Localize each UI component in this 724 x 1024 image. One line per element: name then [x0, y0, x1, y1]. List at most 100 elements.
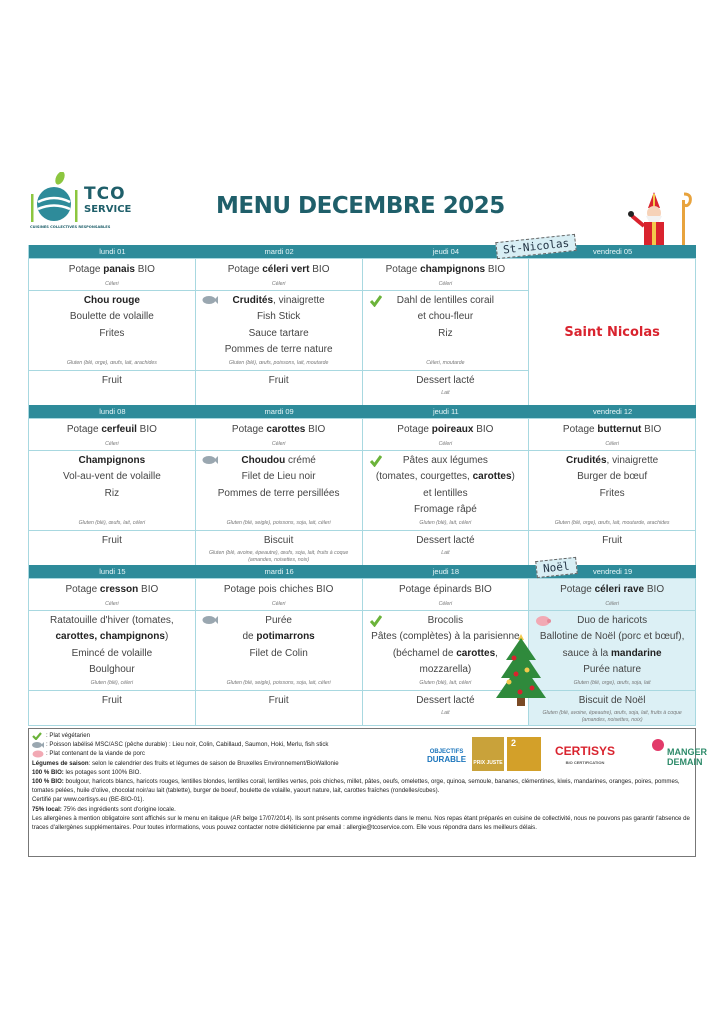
dish-line: Purée nature [529, 662, 695, 678]
dish-line: Fish Stick [196, 309, 362, 325]
dish-line: Pâtes aux légumes [363, 453, 529, 469]
dish-lines: Choudou crémé Filet de Lieu noir Pommes de… [196, 453, 362, 502]
dish-line: Choudou crémé [196, 453, 362, 469]
text-segment: champignons [420, 264, 486, 275]
soup-cell: Potage champignons BIO Céleri [362, 258, 530, 290]
text-segment: Pâtes aux légumes [402, 455, 488, 466]
text-segment: Potage [66, 424, 102, 435]
day-header: mardi 16 [195, 565, 363, 578]
fish-icon [202, 615, 218, 625]
soup-name: Potage carottes BIO [196, 424, 362, 435]
dish-line: Frites [29, 326, 195, 342]
main-dish-cell: Choudou crémé Filet de Lieu noir Pommes de… [195, 450, 363, 530]
text-segment: céleri rave [594, 584, 645, 595]
main-dish-cell: Ratatouille d'hiver (tomates, carottes, c… [29, 610, 196, 690]
text-segment: ) [164, 631, 169, 643]
main-allergens: Gluten (blé, seigle), poissons, soja, la… [226, 520, 331, 526]
dessert-name: Biscuit [263, 535, 294, 546]
main-dish-cell: Duo de haricots Ballotine de Noël (porc e… [529, 610, 696, 690]
soup-allergens: Céleri [105, 281, 119, 287]
text-segment: cerfeuil [101, 424, 137, 435]
day-header: mardi 02 [195, 245, 363, 258]
dessert-allergens: Lait [441, 390, 450, 396]
text-segment: , vinaigrette [606, 455, 659, 466]
text-segment: cresson [99, 584, 139, 595]
day-header: vendredi 12 [529, 405, 696, 418]
text-segment: Crudités [232, 295, 274, 306]
logo-bowl-icon [31, 171, 78, 222]
soup-cell: Potage poireaux BIO Céleri [362, 418, 530, 450]
text-segment: Emincé de volaille [71, 647, 153, 659]
soup-name: Potage poireaux BIO [363, 424, 529, 435]
vegetarian-icon [369, 615, 383, 628]
vegetarian-icon [369, 295, 383, 308]
dish-line: Chou rouge [29, 293, 195, 309]
dish-line: Crudités, vinaigrette [529, 453, 695, 469]
text-segment: Potage [560, 584, 595, 595]
manger-demain-logo: MANGER DEMAIN [667, 747, 707, 767]
dish-line: de potimarrons [196, 629, 362, 645]
soup-allergens: Céleri [271, 601, 286, 607]
dessert-name: Dessert lacté [416, 695, 475, 706]
soup-cell: Potage carottes BIO Céleri [195, 418, 363, 450]
dish-line: Purée [196, 613, 362, 629]
soup-allergens: Céleri [438, 441, 453, 447]
dessert-cell: Fruit [29, 370, 196, 405]
text-segment: Burger de bœuf [577, 471, 648, 483]
footer-notes: : Plat végétarien : Poisson labélisé MSC… [28, 728, 707, 857]
main-dish-cell: Pâtes aux légumes (tomates, courgettes, c… [362, 450, 530, 530]
dish-lines: Crudités, vinaigrette Burger de bœuf Frite… [529, 453, 695, 502]
dessert-cell: Biscuit Gluten (blé, avoine, épeautre), œ… [195, 530, 363, 565]
text-segment: mandarine [611, 647, 662, 659]
dessert-name: Fruit [602, 535, 623, 546]
text-segment: Potage [227, 264, 263, 275]
text-segment: Potage [68, 264, 104, 275]
dessert-allergens: Lait [441, 710, 450, 716]
week-2: lundi 08 mardi 09 jeudi 11 vendredi 12 Potag… [28, 405, 696, 566]
soup-cell: Potage épinards BIO Céleri [362, 578, 530, 610]
soup-name: Potage céleri rave BIO [529, 584, 695, 595]
soup-allergens: Céleri [605, 601, 619, 607]
day-header: lundi 01 [29, 245, 196, 258]
soup-cell: Potage panais BIO Céleri [29, 258, 196, 290]
soup-name: Potage champignons BIO [363, 264, 529, 275]
text-segment: BIO [644, 584, 665, 595]
dessert-name: Fruit [101, 535, 122, 546]
soup-allergens: Céleri [438, 601, 453, 607]
soup-name: Potage butternut BIO [529, 424, 695, 435]
main-dish-cell: Brocolis Pâtes (complètes) à la parisienn… [362, 610, 530, 690]
text-segment: Fish Stick [256, 311, 301, 323]
dish-lines: Brocolis Pâtes (complètes) à la parisienn… [363, 613, 529, 678]
special-day-cell: Saint Nicolas [529, 258, 696, 405]
text-segment: Pâtes (complètes) à la parisienne [371, 631, 520, 643]
main-allergens: Céleri, moutarde [426, 360, 465, 366]
text-segment: BIO [305, 424, 326, 435]
pig-icon [535, 615, 552, 626]
text-segment: carottes [456, 647, 496, 659]
text-segment: carottes [472, 471, 512, 483]
text-segment: Frites [99, 327, 125, 339]
text-segment: BIO [473, 424, 494, 435]
text-segment: Potage [385, 264, 421, 275]
dessert-name: Biscuit de Noël [578, 695, 646, 706]
text-segment: ) [511, 471, 515, 483]
dish-line: Duo de haricots [529, 613, 695, 629]
dish-lines: Duo de haricots Ballotine de Noël (porc e… [529, 613, 695, 678]
soup-cell: Potage pois chiches BIO Céleri [195, 578, 363, 610]
text-segment: Dahl de lentilles corail [396, 295, 495, 306]
main-dish-cell: Crudités, vinaigrette Fish Stick Sauce tar… [195, 290, 363, 370]
text-segment: Pommes de terre nature [224, 343, 333, 355]
text-segment: panais [103, 264, 135, 275]
soup-cell: Potage céleri rave BIO Céleri [529, 578, 696, 610]
dish-lines: Crudités, vinaigrette Fish Stick Sauce tar… [196, 293, 362, 358]
dish-line: mozzarella) [363, 662, 529, 678]
text-segment: Boulette de volaille [69, 311, 154, 323]
text-segment: (béchamel de [392, 647, 457, 659]
soup-allergens: Céleri [105, 601, 119, 607]
dish-line: Boulghour [29, 662, 195, 678]
text-segment: BIO [134, 264, 155, 275]
text-segment: Pommes de terre persillées [217, 487, 340, 499]
dish-line: Brocolis [363, 613, 529, 629]
dish-line: Boulette de volaille [29, 309, 195, 325]
text-segment: de [242, 631, 257, 643]
